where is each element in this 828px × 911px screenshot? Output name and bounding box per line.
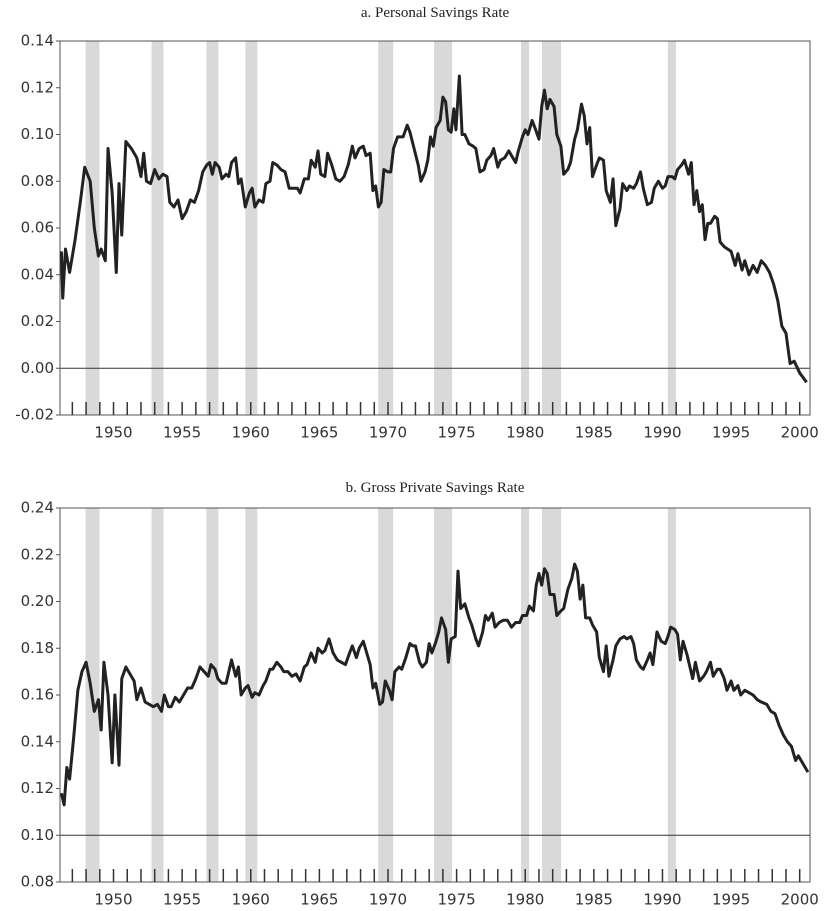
recession-band	[378, 41, 394, 415]
recession-band	[520, 41, 530, 415]
x-tick-label: 2000	[781, 424, 819, 442]
y-tick-label: 0.14	[21, 32, 54, 50]
y-tick-label: 0.12	[21, 78, 54, 96]
recession-band	[206, 41, 219, 415]
recession-band	[434, 41, 453, 415]
recession-band	[434, 508, 453, 882]
chart-title: a. Personal Savings Rate	[361, 5, 510, 21]
y-tick-label: 0.08	[21, 873, 54, 891]
x-tick-label: 1950	[94, 424, 132, 442]
x-tick-label: 1955	[163, 891, 201, 909]
recession-band	[378, 508, 394, 882]
x-tick-label: 1975	[438, 424, 476, 442]
x-tick-label: 1975	[438, 891, 476, 909]
x-tick-label: 1985	[575, 424, 613, 442]
recession-band	[667, 41, 676, 415]
y-tick-label: 0.12	[21, 779, 54, 797]
data-line	[59, 562, 810, 807]
y-tick-label: 0.24	[21, 499, 54, 517]
recession-band	[541, 508, 562, 882]
recession-band	[520, 508, 530, 882]
y-tick-label: 0.08	[21, 172, 54, 190]
x-tick-label: 1950	[94, 891, 132, 909]
x-tick-label: 1970	[369, 424, 407, 442]
y-tick-label: 0.22	[21, 545, 54, 563]
recession-band	[245, 41, 258, 415]
recession-band	[151, 508, 164, 882]
data-line	[59, 74, 808, 384]
recession-band	[151, 41, 164, 415]
x-tick-label: 1985	[575, 891, 613, 909]
y-tick-label: 0.00	[21, 359, 54, 377]
y-tick-label: 0.16	[21, 686, 54, 704]
y-tick-label: -0.02	[15, 406, 54, 424]
y-tick-label: 0.10	[21, 826, 54, 844]
recession-band	[206, 508, 219, 882]
recession-band	[667, 508, 676, 882]
x-tick-label: 1960	[232, 424, 270, 442]
y-tick-label: 0.04	[21, 265, 54, 283]
y-tick-label: 0.18	[21, 639, 54, 657]
y-tick-label: 0.10	[21, 125, 54, 143]
chart-title: b. Gross Private Savings Rate	[346, 480, 525, 496]
x-tick-label: 1955	[163, 424, 201, 442]
x-tick-label: 2000	[781, 891, 819, 909]
x-tick-label: 1995	[712, 424, 750, 442]
x-tick-label: 1990	[643, 424, 681, 442]
x-tick-label: 1965	[300, 424, 338, 442]
y-tick-label: 0.20	[21, 592, 54, 610]
x-tick-label: 1965	[300, 891, 338, 909]
x-tick-label: 1980	[506, 891, 544, 909]
x-tick-label: 1970	[369, 891, 407, 909]
x-tick-label: 1990	[643, 891, 681, 909]
y-tick-label: 0.02	[21, 312, 54, 330]
x-tick-label: 1960	[232, 891, 270, 909]
x-tick-label: 1980	[506, 424, 544, 442]
y-tick-label: 0.14	[21, 732, 54, 750]
y-tick-label: 0.06	[21, 219, 54, 237]
x-tick-label: 1995	[712, 891, 750, 909]
recession-band	[85, 41, 100, 415]
